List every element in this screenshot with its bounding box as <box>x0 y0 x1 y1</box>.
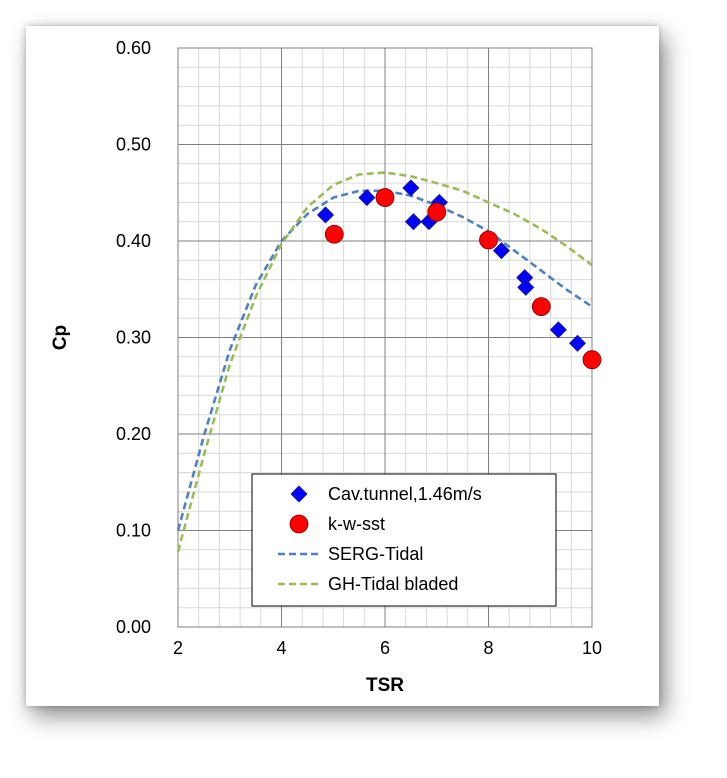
data-point-diamond <box>316 206 335 224</box>
legend-label: Cav.tunnel,1.46m/s <box>328 484 482 504</box>
legend-entry: k-w-sst <box>289 514 385 534</box>
x-tick-labels: 2 4 6 8 10 <box>173 638 602 658</box>
plot-area-frame <box>177 47 593 628</box>
y-tick-label: 0.20 <box>116 424 151 444</box>
legend-entry: SERG-Tidal <box>278 544 423 564</box>
series-k-w-sst <box>324 188 602 370</box>
data-point-circle <box>479 230 498 250</box>
x-tick-label: 10 <box>582 638 602 658</box>
data-point-diamond <box>517 278 535 296</box>
y-tick-labels: 0.00 0.10 0.20 0.30 0.40 0.50 0.60 <box>116 38 151 637</box>
legend-swatch-diamond <box>290 485 308 503</box>
x-tick-label: 2 <box>173 638 183 658</box>
y-tick-label: 0.60 <box>116 38 151 58</box>
data-point-circle <box>427 202 447 222</box>
y-tick-label: 0.40 <box>116 231 151 251</box>
legend-swatch-circle <box>289 514 309 534</box>
data-point-circle <box>375 188 395 207</box>
legend-label: SERG-Tidal <box>328 544 423 564</box>
x-tick-label: 6 <box>380 638 390 658</box>
x-tick-label: 4 <box>276 638 286 658</box>
data-point-diamond <box>492 242 511 260</box>
chart-card: 2 4 6 8 10 0.00 0.10 0.20 0.30 0.40 0.50 0.60 TSR … <box>26 26 659 706</box>
data-point-circle <box>531 297 551 317</box>
legend-entry: Cav.tunnel,1.46m/s <box>290 484 482 504</box>
legend-label: k-w-sst <box>328 514 385 534</box>
y-tick-label: 0.10 <box>116 521 151 541</box>
x-axis-title: TSR <box>366 675 404 696</box>
legend: Cav.tunnel,1.46m/s k-w-sst SERG-Tidal GH-Ti… <box>251 473 557 607</box>
series-line <box>176 171 593 553</box>
x-tick-label: 8 <box>483 638 493 658</box>
data-point-diamond <box>549 321 567 339</box>
y-tick-label: 0.50 <box>116 135 151 155</box>
data-point-circle <box>582 350 602 370</box>
legend-label: GH-Tidal bladed <box>328 574 458 594</box>
series-layer <box>176 171 602 553</box>
data-point-circle <box>324 224 344 244</box>
y-tick-label: 0.00 <box>116 617 151 637</box>
legend-items: Cav.tunnel,1.46m/s k-w-sst SERG-Tidal GH-Ti… <box>278 484 482 594</box>
data-point-diamond <box>404 213 423 231</box>
series-cav-tunnel-1-46m-s <box>316 179 587 352</box>
series-gh-tidal-bladed <box>176 171 593 553</box>
y-tick-label: 0.30 <box>116 328 151 348</box>
legend-entry: GH-Tidal bladed <box>278 574 458 594</box>
data-point-diamond <box>568 334 587 352</box>
data-point-diamond <box>358 189 376 207</box>
data-point-diamond <box>402 179 420 197</box>
chart-svg: 2 4 6 8 10 0.000.100.200.300.400.500.60 TSR … <box>50 38 602 696</box>
y-axis-title: Cp <box>50 325 71 350</box>
